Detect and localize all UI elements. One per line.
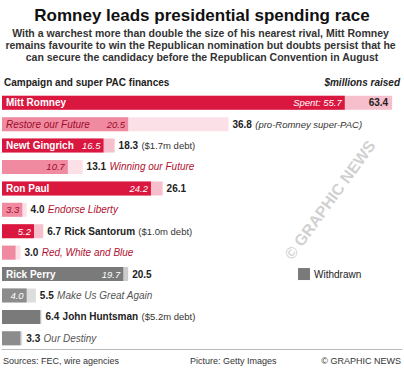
svg-text:Red, White and Blue: Red, White and Blue: [42, 247, 134, 258]
svg-text:16.5: 16.5: [82, 140, 101, 151]
svg-text:remains favourite to win the R: remains favourite to win the Republican …: [5, 39, 398, 51]
svg-text:3.3: 3.3: [6, 204, 20, 215]
svg-text:Make Us Great Again: Make Us Great Again: [57, 290, 153, 301]
svg-text:$millions raised: $millions raised: [323, 77, 400, 88]
svg-text:Rick Perry: Rick Perry: [6, 269, 56, 280]
svg-text:John Huntsman: John Huntsman: [63, 311, 139, 322]
svg-text:4.0: 4.0: [31, 204, 45, 215]
svg-text:($1.7m debt): ($1.7m debt): [141, 140, 195, 151]
svg-text:Ron Paul: Ron Paul: [6, 183, 50, 194]
svg-text:Spent: 55.7: Spent: 55.7: [293, 97, 342, 108]
svg-text:Mitt Romney: Mitt Romney: [6, 97, 66, 108]
svg-text:(pro-Romney super-PAC): (pro-Romney super-PAC): [255, 119, 362, 130]
svg-text:Winning our Future: Winning our Future: [109, 161, 194, 172]
svg-text:Our Destiny: Our Destiny: [44, 333, 98, 344]
svg-text:Rick Santorum: Rick Santorum: [64, 226, 135, 237]
svg-text:Withdrawn: Withdrawn: [314, 269, 361, 280]
svg-text:Sources: FEC, wire agencies: Sources: FEC, wire agencies: [3, 356, 120, 366]
svg-text:© GRAPHIC NEWS: © GRAPHIC NEWS: [281, 137, 379, 262]
svg-text:3.0: 3.0: [24, 247, 38, 258]
svg-text:Picture: Getty Images: Picture: Getty Images: [190, 356, 277, 366]
svg-text:18.3: 18.3: [119, 140, 139, 151]
svg-text:26.1: 26.1: [167, 183, 187, 194]
svg-text:4.0: 4.0: [10, 290, 24, 301]
svg-text:5.2: 5.2: [18, 226, 32, 237]
svg-text:3.3: 3.3: [26, 333, 40, 344]
svg-text:Newt Gingrich: Newt Gingrich: [6, 140, 74, 151]
svg-text:With a warchest more than doub: With a warchest more than double the siz…: [12, 27, 392, 39]
svg-text:19.7: 19.7: [102, 269, 121, 280]
svg-text:20.5: 20.5: [132, 269, 152, 280]
svg-text:can secure the candidacy befor: can secure the candidacy before the Repu…: [26, 51, 379, 63]
svg-text:Restore our Future: Restore our Future: [6, 119, 90, 130]
svg-text:($5.2m debt): ($5.2m debt): [142, 311, 196, 322]
svg-text:5.5: 5.5: [40, 290, 54, 301]
svg-text:36.8: 36.8: [232, 119, 252, 130]
svg-text:20.5: 20.5: [106, 119, 126, 130]
svg-text:© GRAPHIC NEWS: © GRAPHIC NEWS: [321, 356, 401, 366]
svg-text:24.2: 24.2: [128, 183, 148, 194]
svg-text:6.4: 6.4: [45, 311, 59, 322]
svg-text:Campaign and super PAC finance: Campaign and super PAC finances: [4, 77, 170, 88]
svg-text:63.4: 63.4: [369, 97, 389, 108]
svg-text:6.7: 6.7: [47, 226, 61, 237]
svg-text:13.1: 13.1: [87, 161, 107, 172]
svg-text:10.7: 10.7: [46, 161, 65, 172]
svg-text:Romney leads presidential spen: Romney leads presidential spending race: [34, 6, 369, 25]
svg-text:($1.0m debt): ($1.0m debt): [138, 226, 192, 237]
svg-text:Endorse Liberty: Endorse Liberty: [48, 204, 119, 215]
